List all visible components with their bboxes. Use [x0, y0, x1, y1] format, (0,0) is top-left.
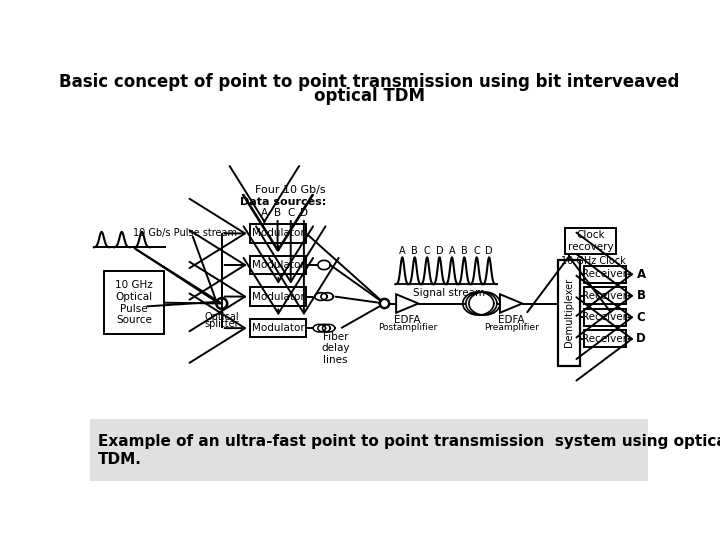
Bar — [251, 256, 306, 274]
Text: EDFA: EDFA — [498, 315, 524, 326]
Text: C: C — [287, 208, 294, 218]
Text: Optical: Optical — [204, 312, 239, 322]
Text: D: D — [300, 208, 308, 218]
Text: C: C — [473, 246, 480, 256]
Bar — [251, 224, 306, 242]
Text: Data sources:: Data sources: — [240, 197, 326, 207]
Text: 10 Gb/s Pulse stream: 10 Gb/s Pulse stream — [132, 228, 237, 238]
Bar — [585, 309, 626, 326]
Text: A: A — [636, 268, 646, 281]
Text: Preamplifier: Preamplifier — [484, 323, 539, 332]
Bar — [251, 287, 306, 306]
Text: Modulator: Modulator — [252, 292, 305, 301]
Text: Fiber
delay
lines: Fiber delay lines — [321, 332, 350, 364]
Text: optical TDM: optical TDM — [313, 86, 425, 105]
Text: B: B — [274, 208, 281, 218]
Text: Basic concept of point to point transmission using bit interveaved: Basic concept of point to point transmis… — [59, 73, 679, 91]
Bar — [565, 228, 616, 254]
Bar — [558, 260, 580, 366]
Text: Receiver: Receiver — [582, 269, 628, 279]
Text: Receiver: Receiver — [582, 312, 628, 322]
Text: Modulator: Modulator — [252, 260, 305, 270]
Text: Example of an ultra-fast point to point transmission  system using optical
TDM.: Example of an ultra-fast point to point … — [98, 434, 720, 467]
Bar — [104, 271, 164, 334]
Text: Modulator: Modulator — [252, 228, 305, 239]
Text: Postamplifier: Postamplifier — [378, 323, 437, 332]
Text: Modulator: Modulator — [252, 323, 305, 333]
Text: B: B — [461, 246, 468, 256]
Text: Four 10 Gb/s: Four 10 Gb/s — [255, 185, 325, 195]
Text: EDFA: EDFA — [394, 315, 420, 326]
Bar — [585, 330, 626, 347]
Text: B: B — [411, 246, 418, 256]
Bar — [585, 266, 626, 283]
Text: A: A — [261, 208, 268, 218]
Text: Receiver: Receiver — [582, 291, 628, 301]
Text: 10 GHz Clock: 10 GHz Clock — [561, 256, 626, 266]
Text: Demultiplexer: Demultiplexer — [564, 278, 574, 347]
Bar — [585, 287, 626, 304]
Bar — [90, 419, 648, 481]
Bar — [251, 319, 306, 338]
Text: D: D — [485, 246, 493, 256]
Text: splitter: splitter — [204, 319, 239, 329]
Text: C: C — [636, 311, 645, 324]
Text: Clock
recovery: Clock recovery — [568, 231, 613, 252]
Text: Signal stream: Signal stream — [413, 288, 485, 299]
Text: A: A — [449, 246, 455, 256]
Text: 10 GHz
Optical
Pulse
Source: 10 GHz Optical Pulse Source — [115, 280, 153, 325]
Text: C: C — [424, 246, 431, 256]
Text: A: A — [399, 246, 405, 256]
Text: D: D — [436, 246, 444, 256]
Circle shape — [380, 299, 389, 308]
Text: B: B — [636, 289, 646, 302]
Text: Receiver: Receiver — [582, 334, 628, 344]
Text: D: D — [636, 333, 646, 346]
